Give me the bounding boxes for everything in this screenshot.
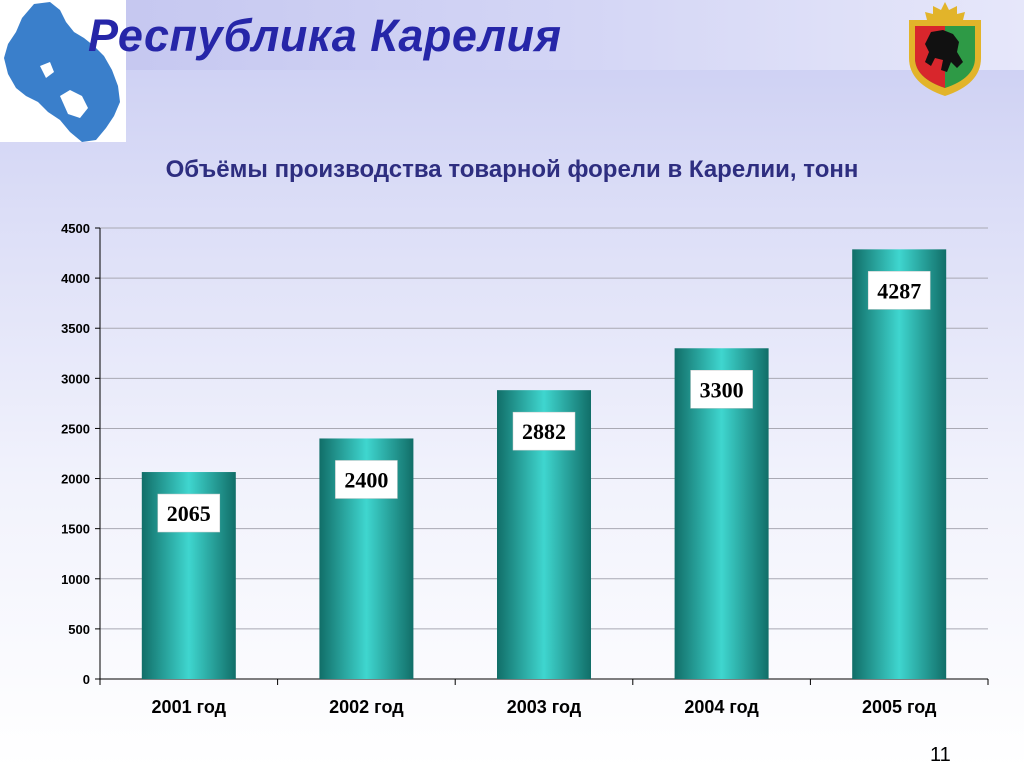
header-band: [0, 0, 1024, 70]
y-tick-label: 0: [83, 672, 90, 687]
data-label: 3300: [700, 377, 744, 402]
data-label-box: [335, 460, 398, 499]
y-tick-label: 3500: [61, 321, 90, 336]
y-tick-label: 3000: [61, 371, 90, 386]
slide-title: Республика Карелия: [88, 10, 562, 61]
coat-of-arms: [903, 2, 987, 103]
data-label: 4287: [877, 278, 921, 303]
data-label-box: [512, 411, 576, 451]
y-tick-label: 4500: [61, 221, 90, 236]
page-number: 11: [930, 744, 951, 766]
data-label: 2065: [167, 501, 211, 526]
chart-title: Объёмы производства товарной форели в Ка…: [165, 156, 859, 183]
x-tick-label: 2004 год: [684, 697, 759, 717]
y-tick-label: 1000: [61, 572, 90, 587]
karelia-map-icon: [4, 2, 120, 142]
x-tick-label: 2003 год: [507, 697, 582, 717]
y-tick-label: 500: [68, 622, 90, 637]
bars: [141, 249, 947, 679]
labels: 0 500 1000 1500 2000 2500 3000 3500 4000 4500 2065…: [61, 221, 937, 717]
x-tick-label: 2002 год: [329, 697, 404, 717]
karelia-coat-of-arms-icon: [909, 2, 981, 96]
data-label-box: [157, 493, 221, 533]
y-tick-label: 4000: [61, 271, 90, 286]
y-tick-label: 2000: [61, 472, 90, 487]
data-label: 2400: [344, 467, 388, 492]
y-tick-label: 2500: [61, 421, 90, 436]
data-label: 2882: [522, 419, 566, 444]
data-label-box: [690, 370, 753, 409]
map-panel: [0, 0, 126, 142]
x-tick-label: 2001 год: [152, 697, 227, 717]
x-tick-label: 2005 год: [862, 697, 937, 717]
bar: [852, 249, 947, 679]
data-label-box: [867, 271, 931, 310]
y-tick-label: 1500: [61, 522, 90, 537]
